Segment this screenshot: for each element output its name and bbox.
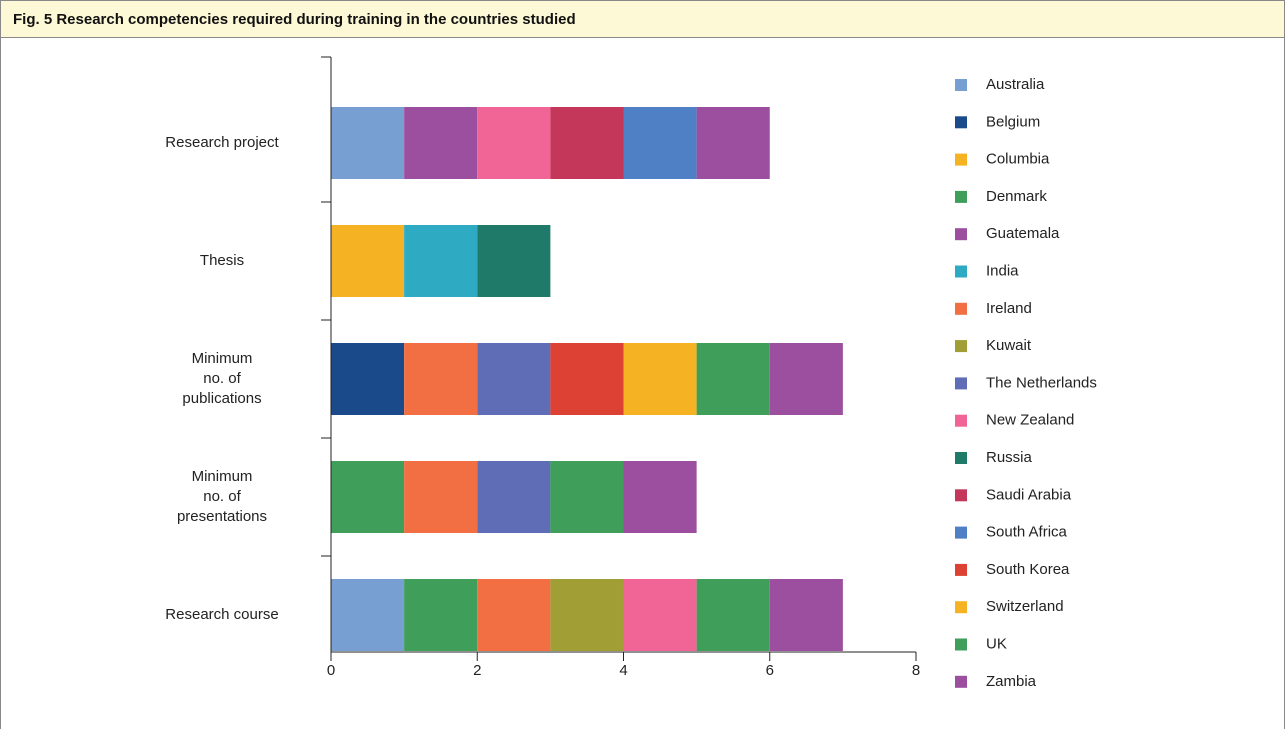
figure-header: Fig. 5 Research competencies required du… xyxy=(1,1,1284,38)
legend-label: Zambia xyxy=(986,673,1037,690)
bar-segment xyxy=(696,343,770,415)
legend-swatch xyxy=(955,563,967,576)
bar-segment xyxy=(550,343,624,415)
legend-label: Guatemala xyxy=(986,225,1060,242)
bar-segment xyxy=(404,225,478,297)
bar-segment xyxy=(331,461,405,533)
bar-segment xyxy=(550,461,624,533)
legend-label: UK xyxy=(986,635,1007,652)
legend-label: New Zealand xyxy=(986,412,1074,429)
bar-segment xyxy=(331,225,405,297)
y-tick-label: Thesis xyxy=(199,252,245,269)
bar-segment xyxy=(477,579,551,651)
legend-swatch xyxy=(955,79,967,91)
legend-label: Saudi Arabia xyxy=(986,486,1072,503)
legend-label: The Netherlands xyxy=(986,374,1097,391)
legend-swatch xyxy=(955,340,967,353)
bar-segment xyxy=(331,579,405,651)
legend-swatch xyxy=(955,116,967,129)
bar-segment xyxy=(623,343,697,415)
legend-swatch xyxy=(955,265,967,278)
legend-label: Kuwait xyxy=(986,337,1032,354)
bar-segment xyxy=(769,579,843,651)
legend-swatch xyxy=(955,526,967,539)
bar-segment xyxy=(696,107,770,179)
bar-segment xyxy=(404,343,478,415)
x-tick-label: 0 xyxy=(327,662,335,679)
legend-swatch xyxy=(955,675,967,688)
bar-segment xyxy=(331,107,405,179)
legend-swatch xyxy=(955,190,967,203)
x-tick-label: 4 xyxy=(619,662,627,679)
legend-swatch xyxy=(955,377,967,390)
legend-label: Belgium xyxy=(986,113,1040,130)
bar-segment xyxy=(550,107,624,179)
bar-segment xyxy=(623,579,697,651)
bar-segment xyxy=(623,107,697,179)
y-tick-label: Minimum no. of presentations xyxy=(176,468,268,525)
bar-segment xyxy=(331,343,405,415)
bar-segment xyxy=(550,579,624,651)
legend-swatch xyxy=(955,601,967,614)
x-tick-label: 6 xyxy=(766,662,774,679)
bar-segment xyxy=(477,461,551,533)
x-tick-label: 2 xyxy=(473,662,481,679)
legend-swatch xyxy=(955,414,967,427)
y-tick-label: Research course xyxy=(165,606,279,623)
y-tick-label: Minimum no. of publications xyxy=(182,350,262,407)
bar-segment xyxy=(477,107,551,179)
x-tick-label: 8 xyxy=(912,662,920,679)
bar-segment xyxy=(769,343,843,415)
legend-swatch xyxy=(955,153,967,166)
legend-label: Columbia xyxy=(986,151,1050,168)
bar-segment xyxy=(477,225,551,297)
bar-segment xyxy=(404,461,478,533)
legend-label: Denmark xyxy=(986,188,1047,205)
legend-swatch xyxy=(955,302,967,315)
bar-segment xyxy=(404,579,478,651)
chart-title: Fig. 5 Research competencies required du… xyxy=(13,11,576,28)
bar-segment xyxy=(477,343,551,415)
legend-label: India xyxy=(986,262,1019,279)
legend-swatch xyxy=(955,489,967,502)
legend-label: Australia xyxy=(986,76,1045,93)
legend-swatch xyxy=(955,452,967,464)
legend-swatch xyxy=(955,228,967,241)
legend-swatch xyxy=(955,638,967,651)
legend-label: South Korea xyxy=(986,561,1070,578)
bar-segment xyxy=(623,461,697,533)
bar-segment xyxy=(696,579,770,651)
legend-label: Switzerland xyxy=(986,598,1064,615)
legend-label: Ireland xyxy=(986,300,1032,317)
y-tick-label: Research project xyxy=(165,134,279,151)
legend-label: South Africa xyxy=(986,524,1068,541)
bar-segment xyxy=(404,107,478,179)
legend-label: Russia xyxy=(986,449,1033,466)
